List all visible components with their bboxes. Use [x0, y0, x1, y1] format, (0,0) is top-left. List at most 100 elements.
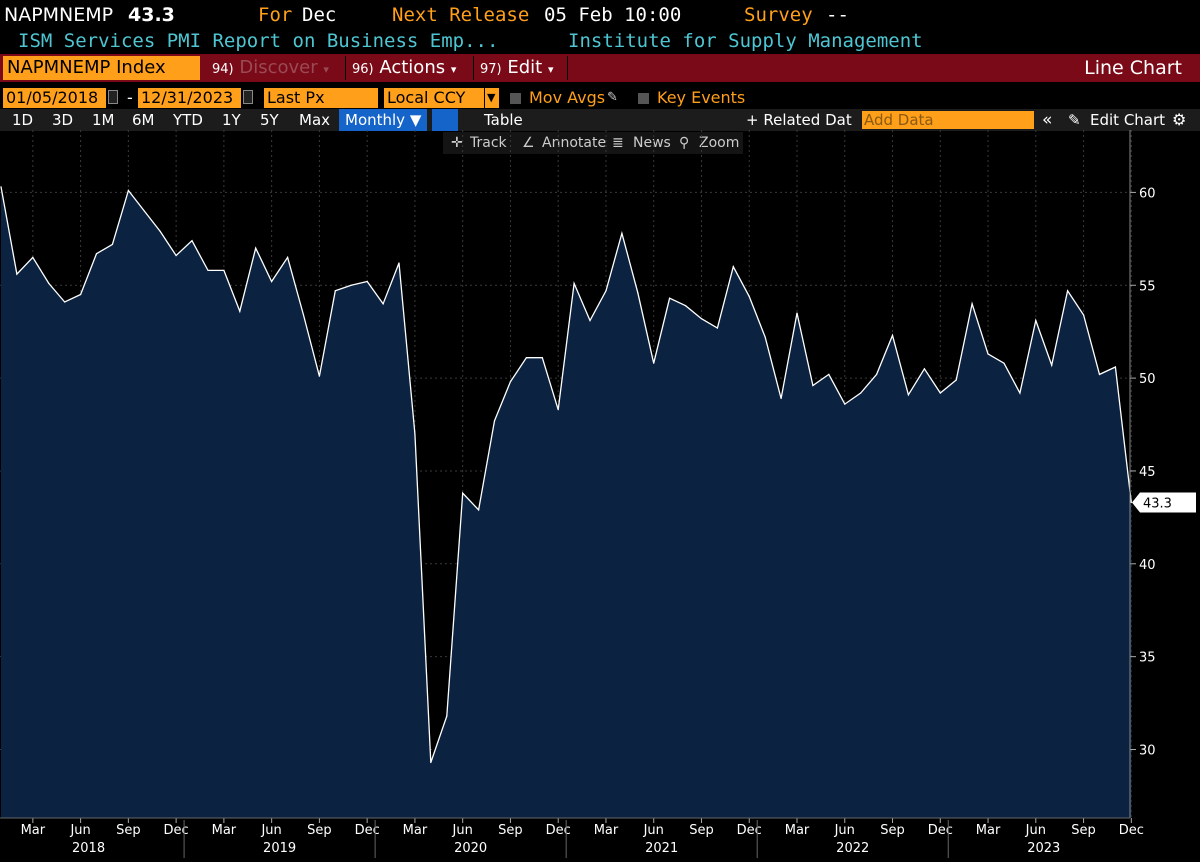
actions-button[interactable]: 96) Actions ▾: [352, 57, 457, 78]
currency-select[interactable]: Local CCY: [384, 88, 484, 108]
calendar-icon[interactable]: [108, 90, 118, 104]
period-6m[interactable]: 6M: [132, 111, 155, 129]
edit-button[interactable]: 97) Edit ▾: [480, 57, 554, 78]
data-point: [987, 353, 989, 355]
pencil-icon[interactable]: ✎: [607, 90, 618, 105]
data-point: [366, 280, 368, 283]
security-input[interactable]: NAPMNEMP Index: [3, 56, 200, 80]
news-icon[interactable]: ≣: [612, 135, 624, 151]
settings-bar: 01/05/2018 - 12/31/2023 Last Px Local CC…: [0, 87, 1200, 109]
data-point: [111, 243, 113, 245]
annotate-icon[interactable]: ∠: [522, 135, 535, 151]
x-tick-label: Jun: [1025, 823, 1046, 838]
data-point: [143, 210, 145, 212]
last-value-tag: 43.3: [1132, 492, 1196, 513]
period-1m[interactable]: 1M: [92, 111, 115, 129]
data-point: [318, 375, 320, 377]
for-label: For: [258, 4, 293, 26]
next-release-value: 05 Feb 10:00: [544, 4, 682, 26]
period-1y[interactable]: 1Y: [222, 111, 241, 129]
data-point: [828, 373, 830, 375]
data-point: [541, 357, 543, 359]
mov-avgs-checkbox[interactable]: [510, 93, 521, 104]
data-point: [605, 290, 607, 292]
data-point: [32, 256, 34, 258]
data-point: [907, 394, 910, 396]
data-point: [1114, 366, 1116, 368]
data-point: [509, 381, 511, 383]
pencil-icon[interactable]: ✎: [1068, 111, 1081, 129]
add-data-input[interactable]: Add Data: [862, 111, 1034, 129]
year-label: 2019: [263, 841, 296, 856]
zoom-button[interactable]: Zoom: [699, 135, 740, 151]
period-3d[interactable]: 3D: [52, 111, 74, 129]
data-point: [844, 403, 846, 405]
collapse-icon[interactable]: «: [1042, 110, 1053, 130]
x-tick-label: Mar: [785, 823, 810, 838]
data-point: [891, 334, 894, 336]
x-tick-label: Mar: [403, 823, 428, 838]
period-ytd[interactable]: YTD: [173, 111, 203, 129]
calendar-icon[interactable]: [243, 90, 253, 104]
data-point: [669, 297, 671, 299]
year-label: 2023: [1027, 841, 1060, 856]
data-point: [350, 284, 352, 286]
data-point: [876, 373, 878, 375]
table-button[interactable]: Table: [484, 111, 523, 129]
year-label: 2020: [454, 841, 487, 856]
data-point: [64, 301, 66, 303]
data-point: [191, 240, 193, 242]
data-point: [955, 379, 957, 381]
data-point: [159, 230, 161, 232]
news-button[interactable]: News: [633, 135, 671, 151]
field-select[interactable]: Last Px: [264, 88, 378, 108]
data-point: [446, 715, 448, 717]
data-point: [271, 280, 273, 283]
data-point: [748, 295, 750, 297]
track-button[interactable]: Track: [470, 135, 507, 151]
key-events-checkbox[interactable]: [638, 93, 649, 104]
frequency-select[interactable]: Monthly ▼: [339, 109, 428, 131]
command-bar: NAPMNEMP Index 94) Discover ▾ 96) Action…: [0, 54, 1200, 82]
security-description: ISM Services PMI Report on Business Emp.…: [18, 30, 499, 52]
survey-label: Survey: [744, 4, 813, 26]
x-tick-label: Dec: [355, 823, 380, 838]
x-tick-label: Sep: [116, 823, 141, 838]
related-data-button[interactable]: + Related Dat: [746, 111, 852, 129]
series-area: [1, 186, 1132, 819]
x-tick-label: Sep: [689, 823, 714, 838]
zoom-icon[interactable]: ⚲: [679, 135, 690, 151]
x-tick-label: Dec: [546, 823, 571, 838]
line-chart[interactable]: 30 35 40 45 50 55 60 43.3 Mar Jun Sep Dec Mar Jun Sep…: [0, 130, 1200, 862]
x-tick-label: Dec: [928, 823, 953, 838]
y-tick-label: 60: [1139, 186, 1156, 201]
line-chart-icon[interactable]: [432, 109, 474, 149]
chart-type-title: Line Chart: [1084, 57, 1182, 79]
data-point: [525, 357, 528, 359]
crosshair-icon[interactable]: ✛: [451, 135, 463, 151]
data-point: [732, 266, 734, 268]
data-point: [1003, 362, 1005, 364]
security-header: NAPMNEMP 43.3 For Dec Next Release 05 Fe…: [0, 0, 1200, 30]
period-max[interactable]: Max: [299, 111, 331, 129]
data-point: [95, 253, 98, 255]
x-tick-label: Sep: [498, 823, 523, 838]
data-point: [796, 312, 798, 314]
data-point: [1051, 364, 1053, 366]
start-date-field[interactable]: 01/05/2018: [3, 88, 106, 108]
data-point: [414, 433, 416, 435]
data-point: [1019, 392, 1021, 394]
data-point: [557, 409, 559, 411]
y-tick-label: 35: [1139, 651, 1156, 666]
period-5y[interactable]: 5Y: [260, 111, 279, 129]
chevron-down-icon[interactable]: ▼: [485, 88, 499, 108]
discover-button[interactable]: 94) Discover ▾: [212, 57, 329, 78]
chart-area: [0, 186, 1132, 819]
period-1d[interactable]: 1D: [12, 111, 34, 129]
gear-icon[interactable]: ⚙: [1172, 110, 1187, 129]
edit-chart-button[interactable]: Edit Chart: [1090, 111, 1166, 129]
end-date-field[interactable]: 12/31/2023: [138, 88, 241, 108]
data-point: [716, 327, 719, 329]
data-point: [621, 232, 623, 234]
data-point: [127, 189, 129, 192]
